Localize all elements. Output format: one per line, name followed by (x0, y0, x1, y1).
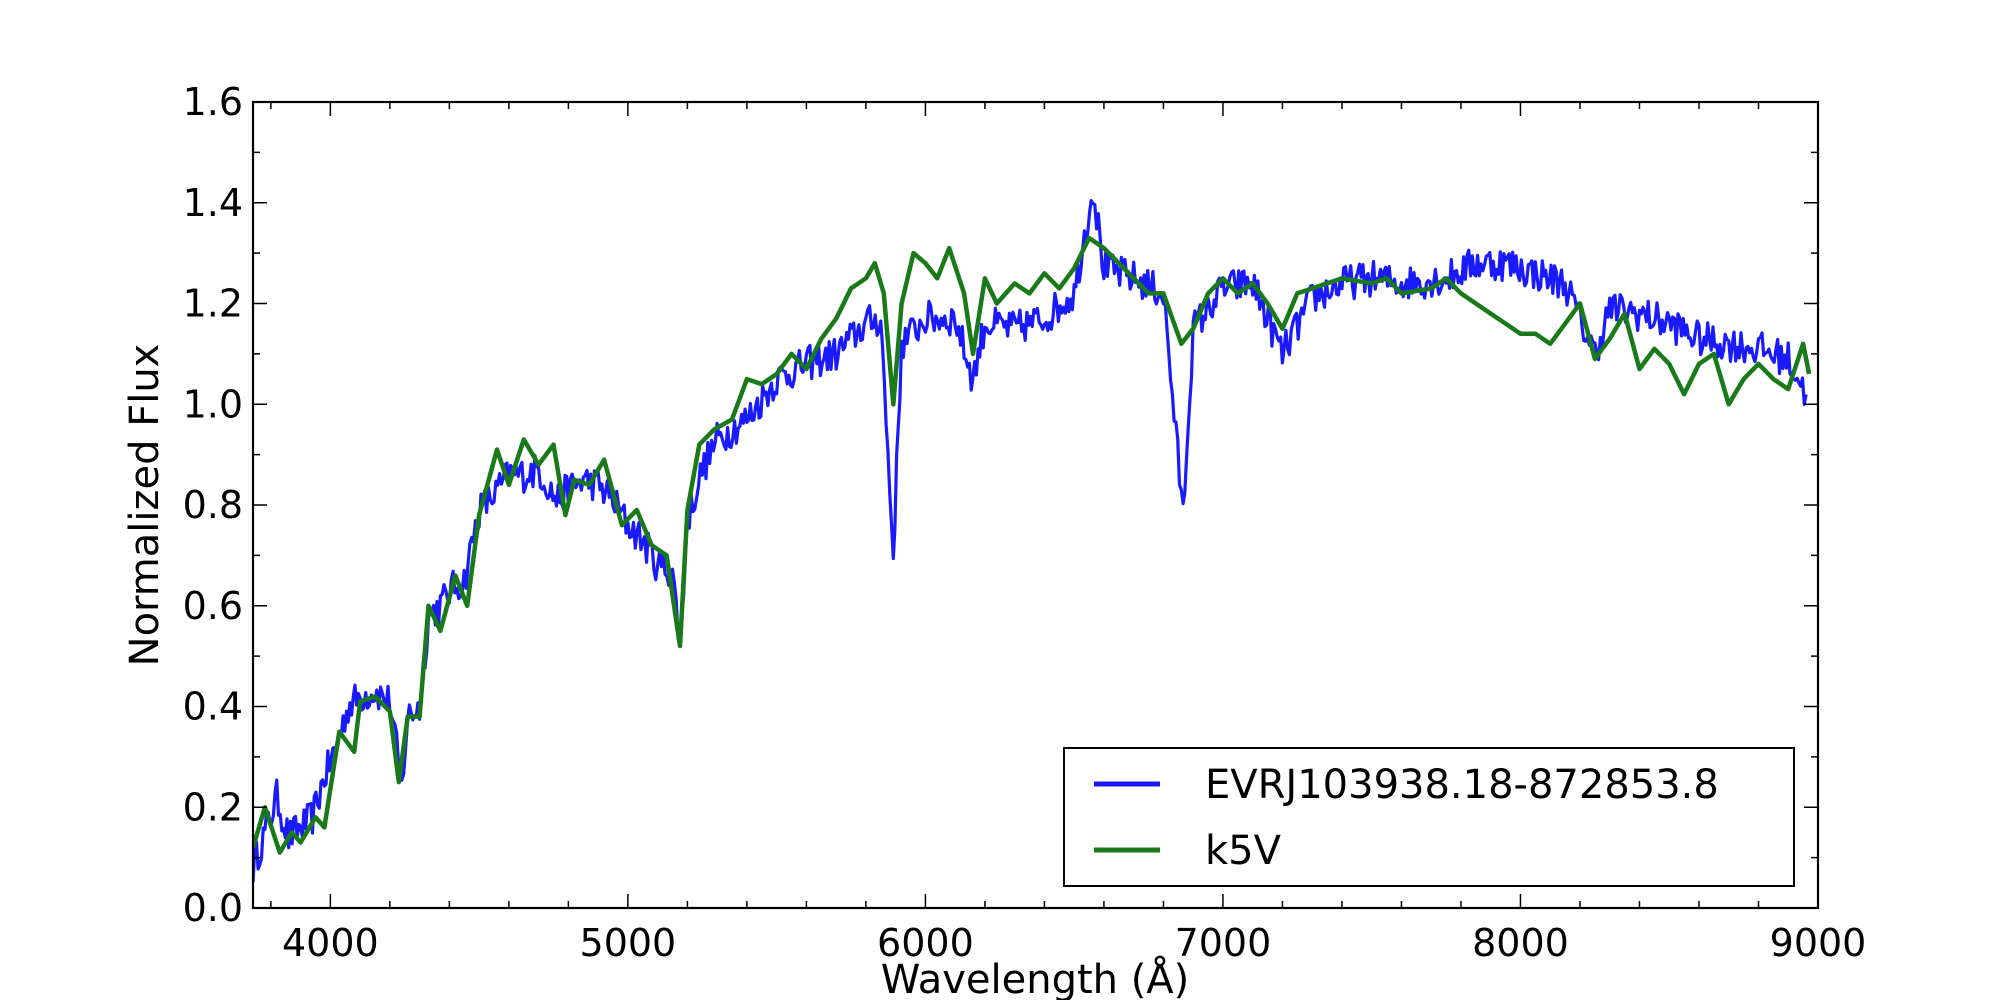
x-axis-title: Wavelength (Å) (881, 955, 1190, 1000)
y-tick-label: 1.0 (183, 382, 243, 426)
legend-label-evr: EVRJ103938.18-872853.8 (1205, 762, 1719, 808)
axis-ticks (253, 101, 1819, 909)
x-tick-label: 8000 (1472, 921, 1569, 965)
x-tick-label: 9000 (1770, 921, 1867, 965)
y-tick-label: 0.8 (183, 483, 243, 527)
legend-box (1063, 747, 1795, 887)
legend-label-k5v: k5V (1205, 828, 1282, 874)
y-tick-label: 0.4 (183, 685, 243, 729)
y-tick-label: 0.2 (183, 785, 243, 829)
axis-tick-labels: 4000 5000 6000 7000 8000 9000 0.0 0.2 0.4 0.6 0.8 1… (183, 80, 1867, 965)
y-axis-title: Normalized Flux (122, 344, 168, 667)
x-tick-label: 7000 (1175, 921, 1272, 965)
y-tick-label: 0.0 (183, 886, 243, 930)
y-tick-label: 0.6 (183, 584, 243, 628)
x-tick-label: 4000 (282, 921, 379, 965)
legend: EVRJ103938.18-872853.8 k5V (1063, 747, 1795, 887)
x-tick-label: 5000 (580, 921, 677, 965)
series-line-1 (253, 235, 1812, 855)
x-tick-label: 6000 (877, 921, 974, 965)
plot-area (253, 199, 1812, 882)
y-tick-label: 1.2 (183, 282, 243, 326)
series-line-0 (253, 199, 1808, 882)
y-tick-label: 1.6 (183, 80, 243, 124)
y-tick-label: 1.4 (183, 181, 243, 225)
